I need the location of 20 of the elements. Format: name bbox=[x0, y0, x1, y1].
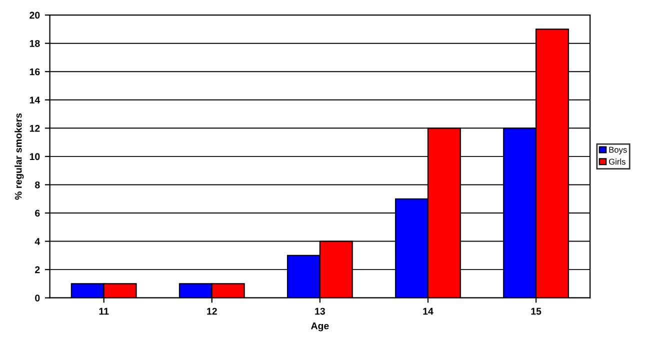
y-tick-label: 20 bbox=[30, 12, 40, 19]
legend-label: Girls bbox=[609, 158, 626, 165]
x-axis-title: Age bbox=[311, 322, 329, 332]
x-tick-label: 12 bbox=[207, 308, 217, 315]
y-tick-label: 18 bbox=[30, 40, 40, 47]
y-tick-label: 10 bbox=[30, 153, 40, 160]
y-tick-label: 0 bbox=[35, 294, 40, 302]
y-tick-label: 4 bbox=[34, 238, 40, 245]
y-tick-label: 6 bbox=[35, 210, 40, 217]
x-tick-label: 15 bbox=[531, 308, 542, 315]
y-tick-label: 8 bbox=[35, 181, 40, 188]
legend-label: Boys bbox=[609, 146, 627, 154]
y-tick-label: 2 bbox=[35, 266, 40, 274]
y-tick-label: 12 bbox=[30, 124, 40, 132]
y-tick-label: 16 bbox=[30, 68, 40, 76]
x-tick-label: 11 bbox=[99, 308, 109, 315]
y-tick-label: 14 bbox=[30, 96, 40, 104]
y-axis-title: % regular smokers bbox=[14, 113, 24, 200]
x-tick-label: 13 bbox=[315, 308, 325, 315]
x-tick-label: 14 bbox=[423, 308, 434, 315]
